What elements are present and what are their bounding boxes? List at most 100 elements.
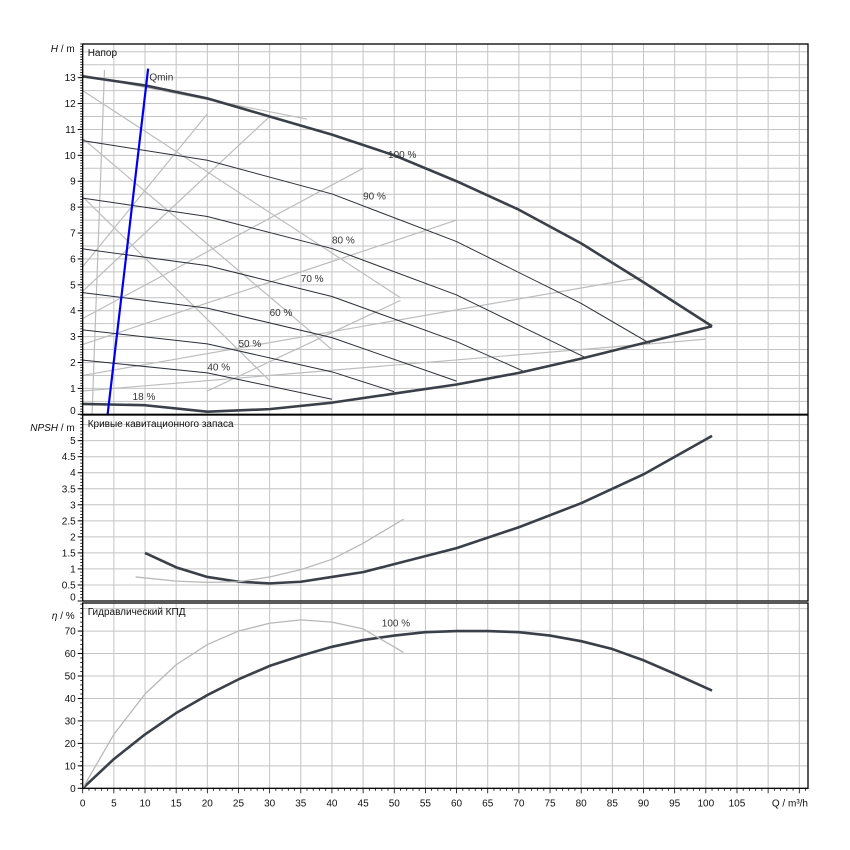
y-tick-label: 0	[70, 784, 76, 795]
y-tick-label: 0	[70, 593, 76, 604]
x-tick-label: 95	[669, 798, 681, 809]
y-tick-label: 3	[70, 500, 76, 511]
series-100-	[82, 75, 713, 328]
efficiency-isoline	[82, 167, 364, 320]
x-tick-label: 40	[326, 798, 338, 809]
efficiency-isoline	[207, 299, 401, 392]
y-tick-label: 50	[65, 671, 77, 682]
x-axis-label: Q / m³/h	[772, 798, 808, 809]
curve-label: 40 %	[207, 362, 230, 373]
y-tick-label: 5	[70, 436, 76, 447]
curve-label: 80 %	[332, 235, 355, 246]
y-tick-label: 0.5	[62, 580, 76, 591]
curve-label: 60 %	[270, 308, 293, 319]
y-axis-label: η / %	[52, 611, 75, 622]
x-tick-label: 105	[729, 798, 746, 809]
y-tick-label: 9	[70, 177, 76, 188]
y-tick-label: 1	[70, 384, 76, 395]
series-40-	[82, 359, 333, 400]
efficiency-isoline	[82, 219, 457, 345]
y-tick-label: 2	[70, 532, 76, 543]
series-gray	[82, 619, 404, 789]
series-18-	[82, 324, 713, 414]
plot-frame	[82, 414, 809, 602]
y-tick-label: 11	[65, 125, 76, 136]
y-axis-label: H / m	[51, 44, 75, 55]
x-tick-label: 0	[80, 798, 86, 809]
y-tick-label: 13	[65, 73, 77, 84]
series-Qmin	[106, 68, 150, 415]
x-tick-label: 25	[233, 798, 245, 809]
series-gray	[135, 518, 404, 584]
curve-label: 18 %	[133, 392, 156, 403]
y-tick-label: 4.5	[62, 452, 76, 463]
x-tick-label: 55	[420, 798, 432, 809]
curve-label: 100 %	[382, 619, 410, 630]
x-tick-label: 70	[513, 798, 525, 809]
y-tick-label: 2	[70, 358, 76, 369]
x-tick-label: 10	[139, 798, 151, 809]
y-tick-label: 12	[65, 99, 77, 110]
y-tick-label: 8	[70, 203, 76, 214]
y-tick-label: 0	[70, 406, 76, 417]
efficiency-isoline	[91, 69, 106, 415]
y-axis-label: NPSH / m	[30, 423, 74, 434]
x-tick-label: 75	[544, 798, 556, 809]
y-tick-label: 2.5	[62, 516, 76, 527]
y-tick-label: 4	[70, 306, 76, 317]
x-tick-label: 15	[171, 798, 183, 809]
panel-title: Гидравлический КПД	[88, 607, 186, 618]
y-tick-label: 10	[65, 151, 77, 162]
panel-2: 0 0.5 1 1.5 2 2.5 3 3.5 4 4.5 5 NPSH / m Кривые кави…	[30, 414, 809, 604]
series-thick	[144, 434, 713, 585]
panel-title: Напор	[88, 48, 118, 59]
plot-frame	[82, 602, 809, 789]
efficiency-isoline	[82, 138, 333, 351]
x-tick-label: 100	[697, 798, 714, 809]
y-tick-label: 10	[65, 761, 77, 772]
efficiency-isoline	[82, 338, 706, 392]
plot-frame	[82, 43, 809, 415]
efficiency-isoline	[82, 90, 401, 299]
x-tick-label: 80	[576, 798, 588, 809]
x-tick-label: 65	[482, 798, 494, 809]
series-70-	[82, 248, 523, 372]
y-tick-label: 70	[65, 627, 77, 638]
x-tick-label: 45	[358, 798, 370, 809]
y-tick-label: 3.5	[62, 484, 76, 495]
series-90-	[82, 140, 650, 344]
curve-label: 50 %	[238, 339, 261, 350]
y-tick-label: 4	[70, 468, 76, 479]
x-tick-label: 30	[264, 798, 276, 809]
efficiency-isoline	[82, 196, 271, 382]
efficiency-isoline	[82, 113, 208, 268]
x-tick-label: 20	[202, 798, 214, 809]
x-tick-label: 90	[638, 798, 650, 809]
y-tick-label: 3	[70, 332, 76, 343]
y-tick-label: 1.5	[62, 548, 76, 559]
panel-title: Кривые кавитационного запаса	[88, 419, 234, 430]
curve-label: 90 %	[363, 191, 386, 202]
x-tick-label: 50	[389, 798, 401, 809]
y-tick-label: 6	[70, 254, 76, 265]
y-tick-label: 40	[65, 694, 77, 705]
series-100-	[81, 629, 713, 790]
curve-label: 70 %	[301, 274, 324, 285]
y-tick-label: 60	[65, 649, 77, 660]
curve-label: 100 %	[388, 150, 416, 161]
y-tick-label: 1	[70, 564, 76, 575]
x-tick-label: 85	[607, 798, 619, 809]
series-80-	[82, 197, 586, 358]
x-tick-label: 35	[295, 798, 307, 809]
x-tick-label: 60	[451, 798, 463, 809]
x-tick-label: 5	[111, 798, 117, 809]
y-tick-label: 30	[65, 716, 77, 727]
y-tick-label: 5	[70, 280, 76, 291]
efficiency-isoline	[82, 276, 644, 377]
efficiency-isoline	[82, 116, 271, 292]
y-tick-label: 20	[65, 739, 77, 750]
panel-3: 0 10 20 30 40 50 60 70 η / % Гидравлический КПД 10…	[52, 602, 809, 795]
series-50-	[82, 329, 395, 393]
